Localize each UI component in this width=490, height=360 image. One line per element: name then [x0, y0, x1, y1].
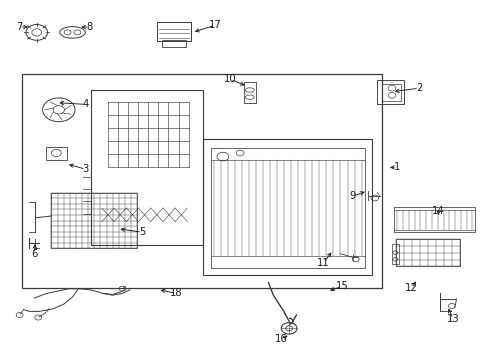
Bar [162, 40, 186, 47]
Bar [51, 193, 137, 248]
Text: 6: 6 [31, 249, 38, 259]
Bar [382, 84, 401, 101]
Bar [157, 22, 191, 41]
Bar [46, 147, 67, 160]
Bar [211, 148, 365, 268]
Text: 14: 14 [432, 206, 445, 216]
Bar [203, 139, 372, 275]
Text: 17: 17 [209, 20, 222, 30]
Text: 4: 4 [83, 99, 89, 109]
Bar [392, 244, 399, 264]
Text: 5: 5 [139, 227, 146, 237]
Text: 13: 13 [447, 314, 460, 324]
Bar [396, 239, 460, 266]
Bar [91, 90, 203, 245]
Text: 10: 10 [224, 74, 237, 84]
Text: 11: 11 [317, 258, 330, 268]
Text: 8: 8 [87, 22, 93, 32]
Text: 2: 2 [416, 83, 422, 93]
Text: 16: 16 [275, 334, 288, 344]
Text: 3: 3 [83, 164, 89, 174]
Text: 7: 7 [16, 22, 23, 32]
Bar [394, 207, 475, 232]
Text: 15: 15 [336, 281, 348, 291]
Text: 12: 12 [405, 283, 418, 293]
Bar [244, 82, 256, 103]
Text: 9: 9 [349, 191, 356, 201]
Text: 1: 1 [393, 162, 400, 172]
Bar [22, 74, 382, 288]
Bar [377, 80, 404, 104]
Text: 18: 18 [170, 288, 183, 298]
